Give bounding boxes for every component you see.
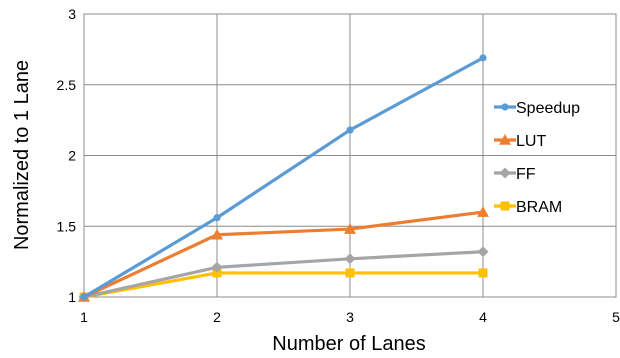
y-tick-label-1: 1.5 — [57, 218, 77, 234]
legend-label-speedup: Speedup — [516, 100, 580, 117]
series-line-bram — [82, 271, 485, 299]
x-tick-label-2: 3 — [346, 309, 354, 325]
data-point-bram-1 — [212, 268, 222, 278]
data-point-speedup-2 — [346, 126, 354, 134]
x-tick-label-0: 1 — [80, 309, 88, 325]
legend-item-speedup: Speedup — [494, 100, 580, 117]
y-axis-ticks: 1 1.5 2 2.5 3 — [57, 6, 77, 305]
series-line-ff — [82, 250, 485, 299]
data-point-ff-3 — [477, 246, 489, 258]
x-tick-label-3: 4 — [479, 309, 487, 325]
y-tick-label-2: 2 — [68, 148, 76, 164]
x-axis-ticks: 1 2 3 4 5 — [80, 309, 620, 325]
y-tick-label-3: 2.5 — [57, 77, 77, 93]
series-lut — [78, 206, 489, 302]
x-axis-title: Number of Lanes — [272, 333, 425, 355]
series-line-speedup — [82, 56, 485, 299]
legend-label-ff: FF — [516, 166, 536, 183]
legend-marker-bram — [500, 201, 510, 211]
legend-marker-speedup — [501, 103, 509, 111]
legend-item-bram: BRAM — [494, 199, 562, 216]
legend-marker-lut — [499, 134, 511, 145]
data-point-lut-1 — [211, 228, 223, 240]
y-tick-label-4: 3 — [68, 6, 76, 22]
series-speedup — [80, 54, 487, 301]
data-point-lut-2 — [344, 223, 356, 234]
data-point-speedup-3 — [479, 54, 487, 62]
data-point-lut-3 — [477, 206, 489, 217]
data-point-bram-2 — [345, 268, 355, 278]
legend-label-bram: BRAM — [516, 199, 562, 216]
x-tick-label-4: 5 — [612, 309, 620, 325]
data-point-speedup-0 — [80, 293, 88, 301]
data-point-ff-1 — [211, 261, 223, 273]
data-point-speedup-1 — [213, 214, 221, 222]
legend-item-lut: LUT — [494, 133, 546, 150]
x-tick-label-1: 2 — [213, 309, 221, 325]
series-line-lut — [82, 210, 485, 299]
series-layer — [78, 54, 489, 303]
legend: Speedup LUT FF BRAM — [494, 100, 580, 216]
y-axis-title: Normalized to 1 Lane — [11, 60, 33, 250]
legend-label-lut: LUT — [516, 133, 546, 150]
data-point-ff-2 — [344, 253, 356, 265]
y-tick-label-0: 1 — [68, 289, 76, 305]
legend-item-ff: FF — [494, 166, 536, 183]
legend-marker-ff — [499, 167, 511, 179]
data-point-bram-3 — [478, 268, 488, 278]
